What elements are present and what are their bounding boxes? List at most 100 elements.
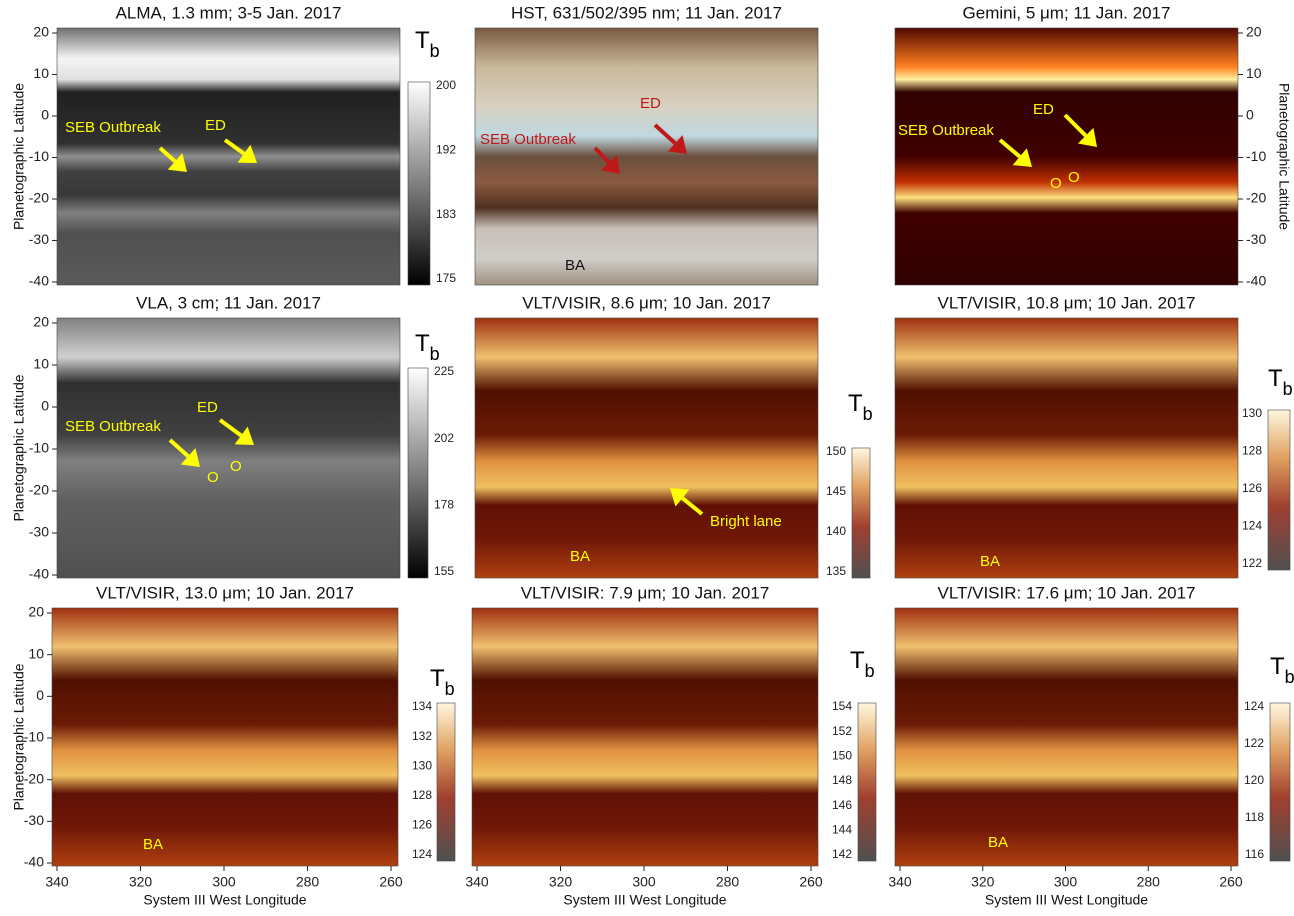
colorbar-tick-label: 225 (434, 364, 454, 378)
colorbar (858, 703, 876, 861)
y-axis-label: Planetographic Latitude (1276, 83, 1292, 230)
y-tick-label: -30 (29, 524, 49, 540)
annotation: O (1068, 169, 1080, 186)
annotation: ED (640, 95, 661, 112)
annotation: Bright lane (710, 513, 782, 530)
y-tick-label: 0 (36, 687, 44, 703)
colorbar-label: Tb (430, 665, 455, 698)
y-tick-label: 20 (33, 314, 49, 330)
x-tick-label: 300 (632, 874, 656, 890)
colorbar-tick-label: 130 (412, 758, 432, 772)
colorbar-tick-label: 128 (1242, 444, 1262, 458)
panel-title: VLA, 3 cm; 11 Jan. 2017 (136, 293, 321, 312)
colorbar-tick-label: 140 (826, 524, 846, 538)
colorbar-subscript: b (863, 404, 873, 424)
y-tick-label: -20 (29, 190, 49, 206)
annotation: ED (205, 117, 226, 134)
colorbar-tick-label: 126 (1242, 481, 1262, 495)
annotation: SEB Outbreak (65, 119, 161, 136)
colorbar-tick-label: 120 (1244, 773, 1264, 787)
x-tick-label: 260 (799, 874, 823, 890)
colorbar-tick-label: 126 (412, 818, 432, 832)
colorbar-tick-label: 152 (832, 724, 852, 738)
y-tick-label: 10 (28, 645, 44, 661)
panel-image (475, 318, 818, 578)
panel-image (475, 28, 818, 285)
colorbar (1268, 410, 1290, 570)
y-tick-label: -40 (1246, 273, 1266, 289)
colorbar-tick-label: 202 (434, 431, 454, 445)
y-tick-label: 20 (28, 604, 44, 620)
panel-image (472, 608, 818, 866)
colorbar-tick-label: 144 (832, 823, 852, 837)
panel-title: VLT/VISIR, 8.6 μm; 10 Jan. 2017 (522, 293, 771, 312)
panel-image (52, 608, 398, 866)
x-tick-label: 260 (379, 874, 403, 890)
colorbar-tick-label: 132 (412, 729, 432, 743)
panel-title: VLT/VISIR: 7.9 μm; 10 Jan. 2017 (521, 583, 770, 602)
x-tick-label: 300 (212, 874, 236, 890)
colorbar-tick-label: 130 (1242, 406, 1262, 420)
colorbar-symbol: T (1270, 653, 1285, 680)
colorbar (852, 448, 870, 578)
colorbar-tick-label: 150 (826, 444, 846, 458)
x-tick-label: 280 (1137, 874, 1161, 890)
colorbar-symbol: T (415, 27, 430, 54)
colorbar-tick-label: 124 (1242, 519, 1262, 533)
colorbar-symbol: T (415, 330, 430, 357)
colorbar-tick-label: 155 (434, 564, 454, 578)
y-tick-label: -30 (29, 231, 49, 247)
colorbar (408, 368, 428, 578)
y-tick-label: 0 (1246, 107, 1254, 123)
colorbar-label: Tb (850, 647, 875, 680)
y-tick-label: 20 (33, 24, 49, 40)
colorbar (1270, 703, 1290, 861)
y-tick-label: -20 (24, 770, 44, 786)
colorbar-tick-label: 145 (826, 484, 846, 498)
x-tick-label: 340 (45, 874, 69, 890)
annotation: BA (143, 836, 163, 853)
colorbar-symbol: T (850, 647, 865, 674)
panel-title: VLT/VISIR, 13.0 μm; 10 Jan. 2017 (96, 583, 354, 602)
colorbar-symbol: T (1268, 365, 1283, 392)
colorbar (437, 703, 455, 861)
figure: ALMA, 1.3 mm; 3-5 Jan. 201720100-10-20-3… (0, 0, 1294, 911)
colorbar-tick-label: 122 (1242, 556, 1262, 570)
panel-title: VLT/VISIR, 10.8 μm; 10 Jan. 2017 (937, 293, 1195, 312)
colorbar-tick-label: 178 (434, 498, 454, 512)
colorbar-tick-label: 154 (832, 699, 852, 713)
x-tick-label: 320 (549, 874, 573, 890)
annotation: ED (197, 399, 218, 416)
y-tick-label: 0 (41, 398, 49, 414)
panel-image (895, 28, 1238, 285)
colorbar-tick-label: 183 (436, 207, 456, 221)
y-tick-label: -40 (29, 273, 49, 289)
panel-image (895, 318, 1238, 578)
x-axis-label: System III West Longitude (985, 892, 1148, 908)
annotation: O (1050, 175, 1062, 192)
y-tick-label: -20 (1246, 190, 1266, 206)
colorbar-tick-label: 116 (1245, 847, 1264, 861)
colorbar-tick-label: 142 (832, 847, 852, 861)
annotation: BA (570, 548, 590, 565)
colorbar (408, 82, 430, 285)
colorbar-subscript: b (865, 661, 875, 681)
colorbar-symbol: T (430, 665, 445, 692)
y-tick-label: 0 (41, 107, 49, 123)
colorbar-tick-label: 128 (412, 788, 432, 802)
panel-title: ALMA, 1.3 mm; 3-5 Jan. 2017 (116, 3, 342, 22)
x-tick-label: 300 (1054, 874, 1078, 890)
y-tick-label: -20 (29, 482, 49, 498)
colorbar-tick-label: 135 (826, 564, 846, 578)
colorbar-subscript: b (1283, 379, 1293, 399)
colorbar-subscript: b (1285, 667, 1294, 687)
annotation: O (207, 469, 219, 486)
y-tick-label: -40 (29, 566, 49, 582)
y-tick-label: 20 (1246, 24, 1262, 40)
colorbar-label: Tb (415, 330, 440, 363)
annotation: SEB Outbreak (898, 122, 994, 139)
panel-image (57, 318, 400, 578)
annotation: ED (1033, 101, 1054, 118)
x-tick-label: 340 (888, 874, 912, 890)
annotation: BA (980, 553, 1000, 570)
